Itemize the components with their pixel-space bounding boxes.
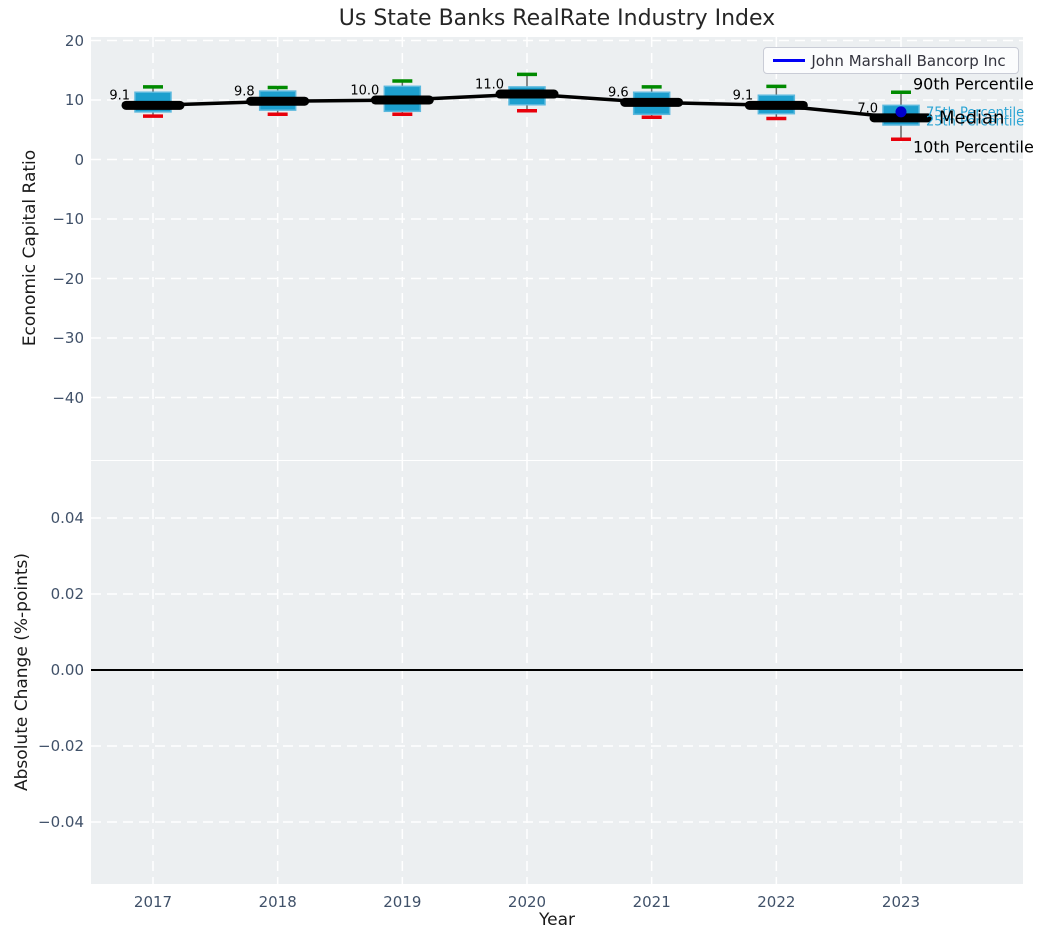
top-ytick-label: −40	[52, 388, 84, 407]
xtick-label: 2023	[881, 893, 921, 911]
top-ytick-label: −20	[52, 269, 84, 288]
x-axis-label: Year	[539, 910, 575, 930]
xtick-label: 2017	[133, 893, 173, 911]
xtick-label: 2022	[757, 893, 796, 911]
median-value-label: 9.6	[607, 85, 629, 101]
top-ytick-label: 20	[64, 31, 84, 50]
median-value-label: 11.0	[475, 77, 504, 93]
top-ytick-label: −10	[52, 210, 84, 228]
bottom-panel	[91, 461, 1023, 884]
annotation-median: Median	[939, 107, 1005, 129]
median-value-label: 9.1	[109, 88, 130, 104]
bottom-ytick-label: −0.02	[38, 737, 84, 755]
xtick-label: 2021	[632, 893, 671, 911]
bottom-ytick-label: 0.04	[50, 509, 84, 527]
legend: John Marshall Bancorp Inc	[763, 47, 1019, 74]
legend-label: John Marshall Bancorp Inc	[811, 51, 1006, 70]
median-value-label: 10.0	[350, 83, 380, 99]
bottom-ytick-label: 0.00	[50, 661, 84, 679]
top-panel	[91, 37, 1023, 460]
top-y-axis-label: Economic Capital Ratio	[20, 149, 40, 347]
chart-title: Us State Banks RealRate Industry Index	[338, 6, 776, 31]
annotation-p90: 90th Percentile	[913, 74, 1034, 94]
bottom-y-axis-label: Absolute Change (%-points)	[12, 553, 32, 791]
median-value-label: 7.0	[857, 101, 878, 117]
bottom-ytick-label: 0.02	[50, 585, 84, 603]
top-ytick-label: 10	[64, 91, 84, 109]
median-value-label: 9.1	[732, 88, 754, 104]
company-point	[895, 106, 907, 118]
xtick-label: 2019	[383, 893, 422, 911]
xtick-label: 2018	[258, 893, 297, 911]
annotation-p75: 75th Percentile	[926, 105, 1025, 121]
median-value-label: 9.8	[233, 84, 255, 100]
legend-line-swatch	[773, 59, 805, 62]
annotation-p10: 10th Percentile	[913, 137, 1034, 157]
top-ytick-label: 0	[74, 150, 84, 169]
top-ytick-label: −30	[52, 329, 84, 347]
bottom-ytick-label: −0.04	[38, 813, 84, 831]
annotation-p25: 25th Percentile	[926, 114, 1025, 130]
xtick-label: 2020	[507, 893, 547, 911]
